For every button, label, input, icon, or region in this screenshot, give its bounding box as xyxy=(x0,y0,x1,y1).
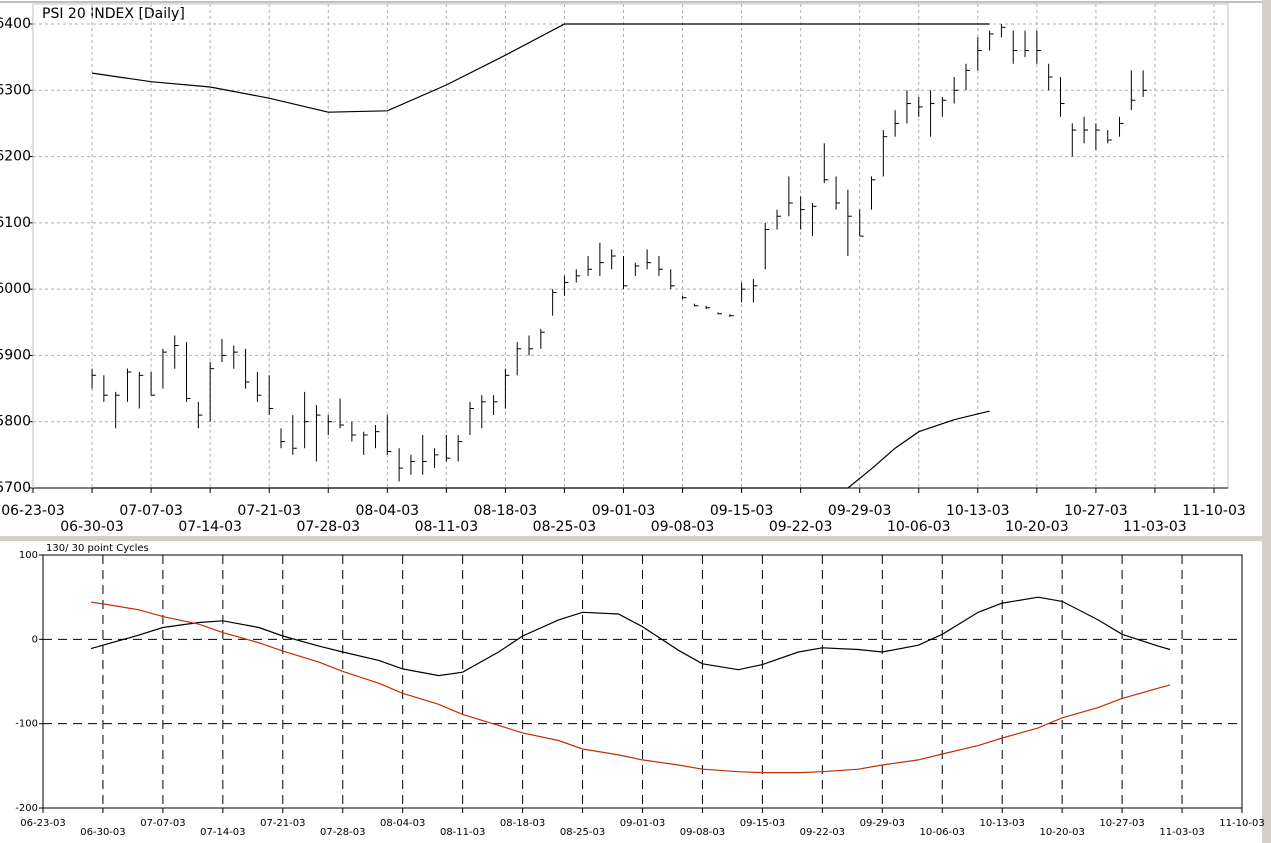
x-tick-label: 08-18-03 xyxy=(500,818,545,829)
y-tick-label: 5900 xyxy=(0,347,31,363)
y-tick-label: 6000 xyxy=(0,281,31,297)
x-tick-label: 09-29-03 xyxy=(860,818,905,829)
x-tick-label: 08-11-03 xyxy=(440,827,485,838)
x-tick-label: 10-13-03 xyxy=(980,818,1025,829)
y-tick-label: 6300 xyxy=(0,82,31,98)
y-tick-label: -200 xyxy=(15,803,38,814)
series-line xyxy=(90,596,1171,677)
x-tick-label: 11-03-03 xyxy=(1123,519,1187,535)
x-tick-label: 07-28-03 xyxy=(296,519,360,535)
x-tick-label: 10-27-03 xyxy=(1064,503,1128,519)
x-tick-label: 07-21-03 xyxy=(237,503,301,519)
x-tick-label: 09-15-03 xyxy=(740,818,785,829)
y-tick-label: 100 xyxy=(19,550,38,561)
y-tick-label: 6100 xyxy=(0,215,31,231)
x-tick-label: 07-28-03 xyxy=(320,827,365,838)
x-tick-label: 08-11-03 xyxy=(415,519,479,535)
x-tick-label: 10-27-03 xyxy=(1099,818,1144,829)
x-tick-label: 09-29-03 xyxy=(828,503,892,519)
x-tick-label: 09-08-03 xyxy=(680,827,725,838)
x-tick-label: 09-01-03 xyxy=(592,503,656,519)
x-tick-label: 09-01-03 xyxy=(620,818,665,829)
x-tick-label: 11-10-03 xyxy=(1182,503,1246,519)
x-tick-label: 09-08-03 xyxy=(651,519,715,535)
chart-title: PSI 20 INDEX [Daily] xyxy=(42,6,185,22)
panel-separator xyxy=(0,536,1271,541)
x-tick-label: 07-07-03 xyxy=(119,503,183,519)
x-tick-label: 10-20-03 xyxy=(1039,827,1084,838)
x-tick-label: 08-25-03 xyxy=(560,827,605,838)
x-tick-label: 08-18-03 xyxy=(474,503,538,519)
x-tick-label: 06-30-03 xyxy=(60,519,124,535)
x-tick-label: 09-22-03 xyxy=(769,519,833,535)
x-tick-label: 07-07-03 xyxy=(140,818,185,829)
series-line xyxy=(92,23,990,113)
series-line xyxy=(92,410,990,489)
x-tick-label: 08-04-03 xyxy=(380,818,425,829)
x-tick-label: 09-22-03 xyxy=(800,827,845,838)
x-tick-label: 07-14-03 xyxy=(178,519,242,535)
series-line xyxy=(90,601,1171,774)
x-tick-label: 11-10-03 xyxy=(1219,818,1264,829)
x-tick-label: 11-03-03 xyxy=(1159,827,1204,838)
y-tick-label: 6200 xyxy=(0,149,31,165)
x-tick-label: 10-06-03 xyxy=(887,519,951,535)
y-tick-label: 5700 xyxy=(0,480,31,496)
x-tick-label: 06-23-03 xyxy=(20,818,65,829)
x-tick-label: 06-23-03 xyxy=(1,503,65,519)
y-tick-label: 5800 xyxy=(0,414,31,430)
y-tick-label: -100 xyxy=(15,719,38,730)
x-tick-label: 09-15-03 xyxy=(710,503,774,519)
x-tick-label: 07-14-03 xyxy=(200,827,245,838)
x-tick-label: 08-04-03 xyxy=(356,503,420,519)
x-tick-label: 08-25-03 xyxy=(533,519,597,535)
x-tick-label: 06-30-03 xyxy=(80,827,125,838)
scroll-edge xyxy=(1262,0,1271,843)
plot-area xyxy=(32,3,1229,489)
y-tick-label: 0 xyxy=(32,634,38,645)
x-tick-label: 10-20-03 xyxy=(1005,519,1069,535)
y-tick-label: 6400 xyxy=(0,16,31,32)
x-tick-label: 10-06-03 xyxy=(920,827,965,838)
x-tick-label: 10-13-03 xyxy=(946,503,1010,519)
chart-title: 130/ 30 point Cycles xyxy=(46,543,149,554)
x-tick-label: 07-21-03 xyxy=(260,818,305,829)
